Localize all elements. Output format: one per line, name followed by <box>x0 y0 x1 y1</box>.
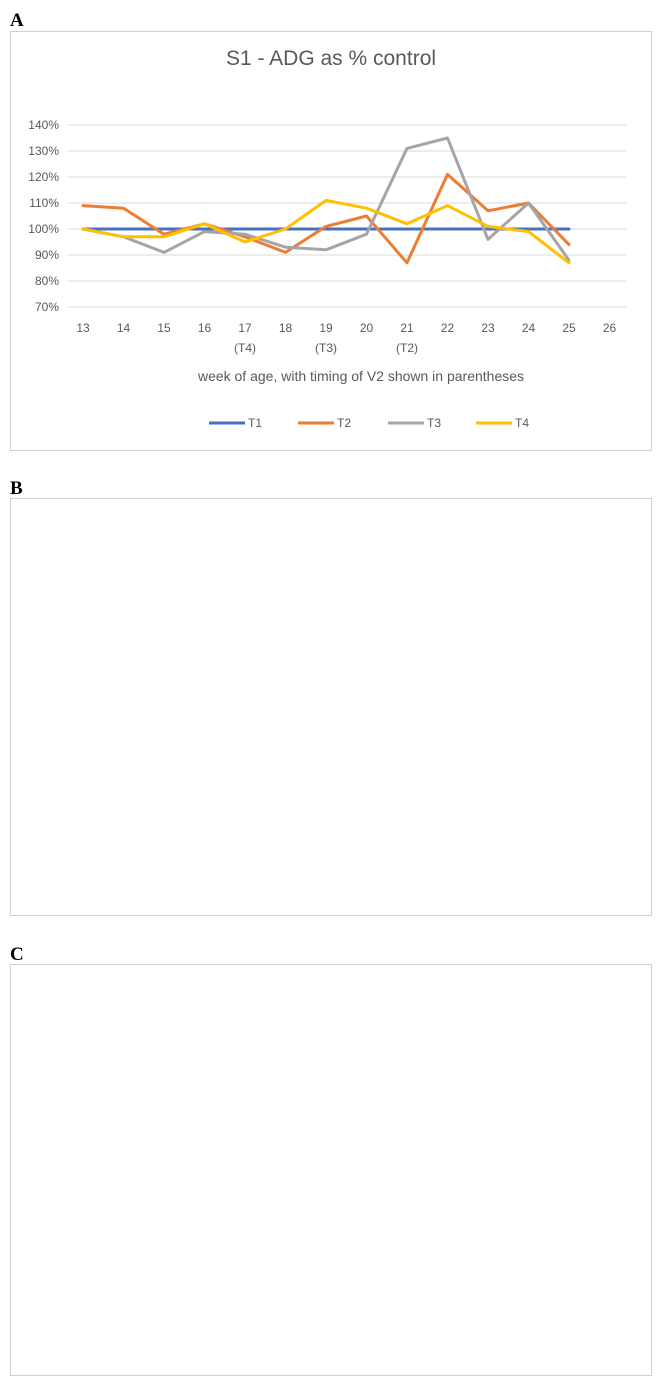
x-tick-label: 22 <box>441 321 455 335</box>
panel-letter-b: B <box>10 478 23 499</box>
chart-a: S1 - ADG as % control 70% 80% 90% 100% 110% 12… <box>10 31 652 451</box>
x-axis-label: week of age, with timing of V2 shown in … <box>197 368 524 384</box>
y-tick-label: 80% <box>35 274 59 288</box>
x-tick-sublabel: (T2) <box>396 341 418 355</box>
x-tick-label: 20 <box>360 321 374 335</box>
y-tick-label: 70% <box>35 300 59 314</box>
chart-b: S2 - ADG as % control70%80%90%100%110%12… <box>10 498 652 916</box>
x-tick-label: 15 <box>157 321 171 335</box>
series-line-t4 <box>81 198 571 265</box>
panel-letter-c: C <box>10 944 24 965</box>
y-tick-label: 90% <box>35 248 59 262</box>
x-tick-label: 25 <box>562 321 576 335</box>
series-line-t2 <box>81 172 571 265</box>
legend-label-t4: T4 <box>515 416 529 430</box>
y-tick-label: 120% <box>28 170 59 184</box>
y-tick-label: 140% <box>28 118 59 132</box>
x-tick-label: 23 <box>481 321 495 335</box>
x-tick-label: 16 <box>198 321 212 335</box>
chart-b-svg: S2 - ADG as % control70%80%90%100%110%12… <box>11 499 651 915</box>
x-tick-label: 24 <box>522 321 536 335</box>
x-tick-label: 14 <box>117 321 131 335</box>
x-tick-label: 18 <box>279 321 293 335</box>
x-tick-label: 13 <box>76 321 90 335</box>
x-tick-sublabel: (T4) <box>234 341 256 355</box>
legend-label-t2: T2 <box>337 416 351 430</box>
y-tick-label: 100% <box>28 222 59 236</box>
chart-c-svg: S3 - ADG as % control70%80%90%100%110%12… <box>11 965 651 1375</box>
x-tick-label: 19 <box>319 321 333 335</box>
x-tick-sublabel: (T3) <box>315 341 337 355</box>
y-tick-label: 110% <box>29 196 59 210</box>
x-tick-label: 26 <box>603 321 617 335</box>
series-line-t3 <box>81 136 571 262</box>
y-tick-label: 130% <box>28 144 59 158</box>
chart-a-svg: S1 - ADG as % control 70% 80% 90% 100% 110% 12… <box>28 47 626 430</box>
x-tick-label: 17 <box>238 321 252 335</box>
panel-letter-a: A <box>10 10 24 31</box>
chart-c: S3 - ADG as % control70%80%90%100%110%12… <box>10 964 652 1376</box>
x-tick-label: 21 <box>400 321 414 335</box>
legend-label-t1: T1 <box>248 416 262 430</box>
chart-title: S1 - ADG as % control <box>226 47 436 70</box>
legend-label-t3: T3 <box>427 416 441 430</box>
